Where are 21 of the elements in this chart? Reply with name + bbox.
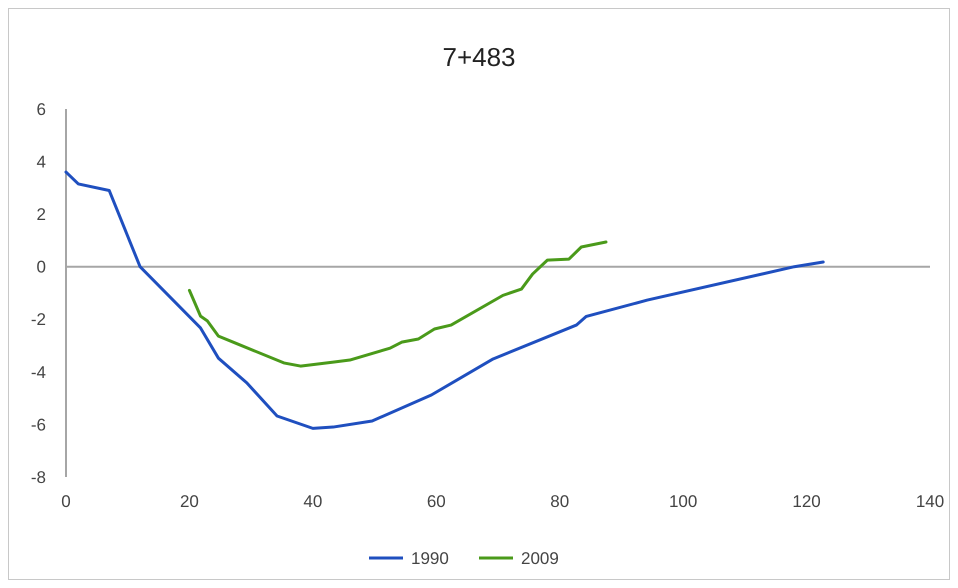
line-series bbox=[64, 170, 825, 430]
y-tick-label: -2 bbox=[30, 310, 46, 330]
y-tick-label: 0 bbox=[36, 258, 46, 277]
x-tick-label: 120 bbox=[792, 492, 821, 511]
legend-label: 2009 bbox=[521, 548, 559, 568]
y-tick-label: -6 bbox=[30, 415, 46, 434]
y-tick-label: 2 bbox=[36, 205, 46, 224]
legend-label: 1990 bbox=[411, 548, 449, 568]
y-tick-label: 4 bbox=[36, 152, 46, 172]
x-tick-label: 60 bbox=[426, 492, 446, 511]
y-tick-label: -8 bbox=[30, 468, 46, 487]
x-tick-label: 140 bbox=[916, 492, 944, 511]
chart-title: 7+483 bbox=[442, 42, 516, 72]
x-tick-label: 80 bbox=[550, 492, 570, 511]
x-tick-label: 40 bbox=[303, 492, 322, 511]
y-tick-label: 6 bbox=[36, 100, 46, 119]
x-tick-label: 20 bbox=[180, 492, 199, 511]
x-tick-label: 100 bbox=[668, 492, 698, 511]
y-tick-label: -4 bbox=[30, 362, 46, 382]
line-series bbox=[188, 240, 608, 368]
x-tick-label: 0 bbox=[61, 492, 71, 511]
